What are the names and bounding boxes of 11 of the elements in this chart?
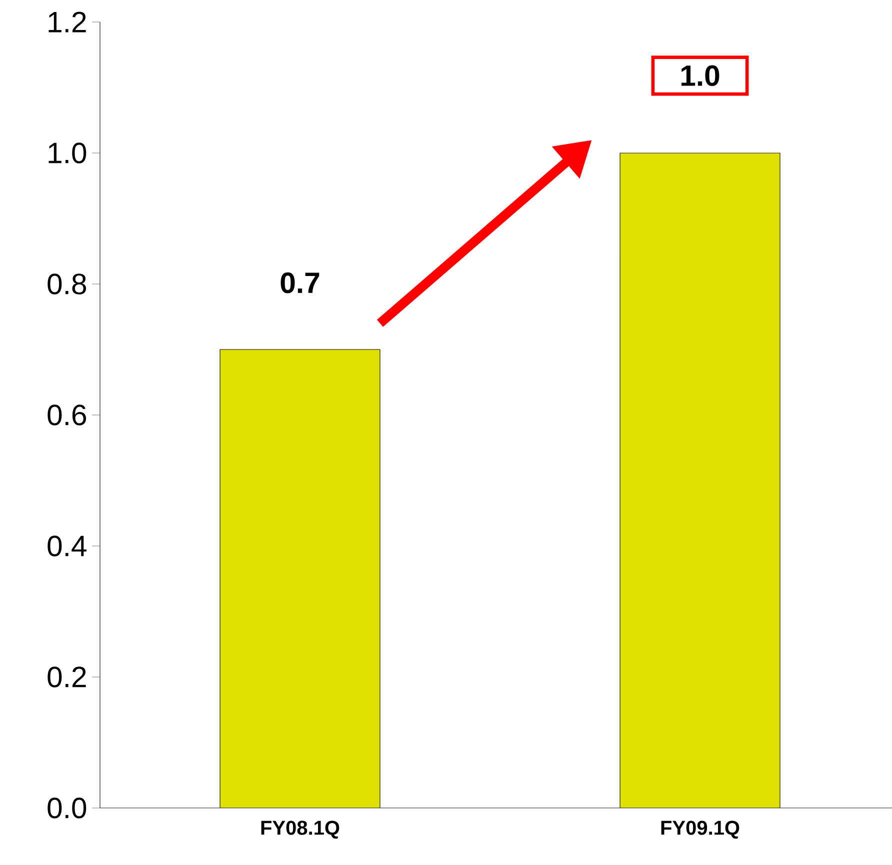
data-label: 1.0 [681,65,720,86]
data-label: 0.7 [280,272,320,294]
x-tick-label: FY08.1Q [261,820,340,839]
y-tick-label: 0.0 [48,798,86,818]
y-tick-label: 0.2 [48,666,86,688]
y-tick-label: 0.6 [48,404,86,426]
y-tick-label: 0.4 [48,536,86,556]
x-tick-label: FY09.1Q [661,820,740,839]
y-tick-label: 1.0 [48,142,86,164]
y-tick-label: 1.2 [48,12,86,32]
y-tick-label: 0.8 [48,274,86,294]
